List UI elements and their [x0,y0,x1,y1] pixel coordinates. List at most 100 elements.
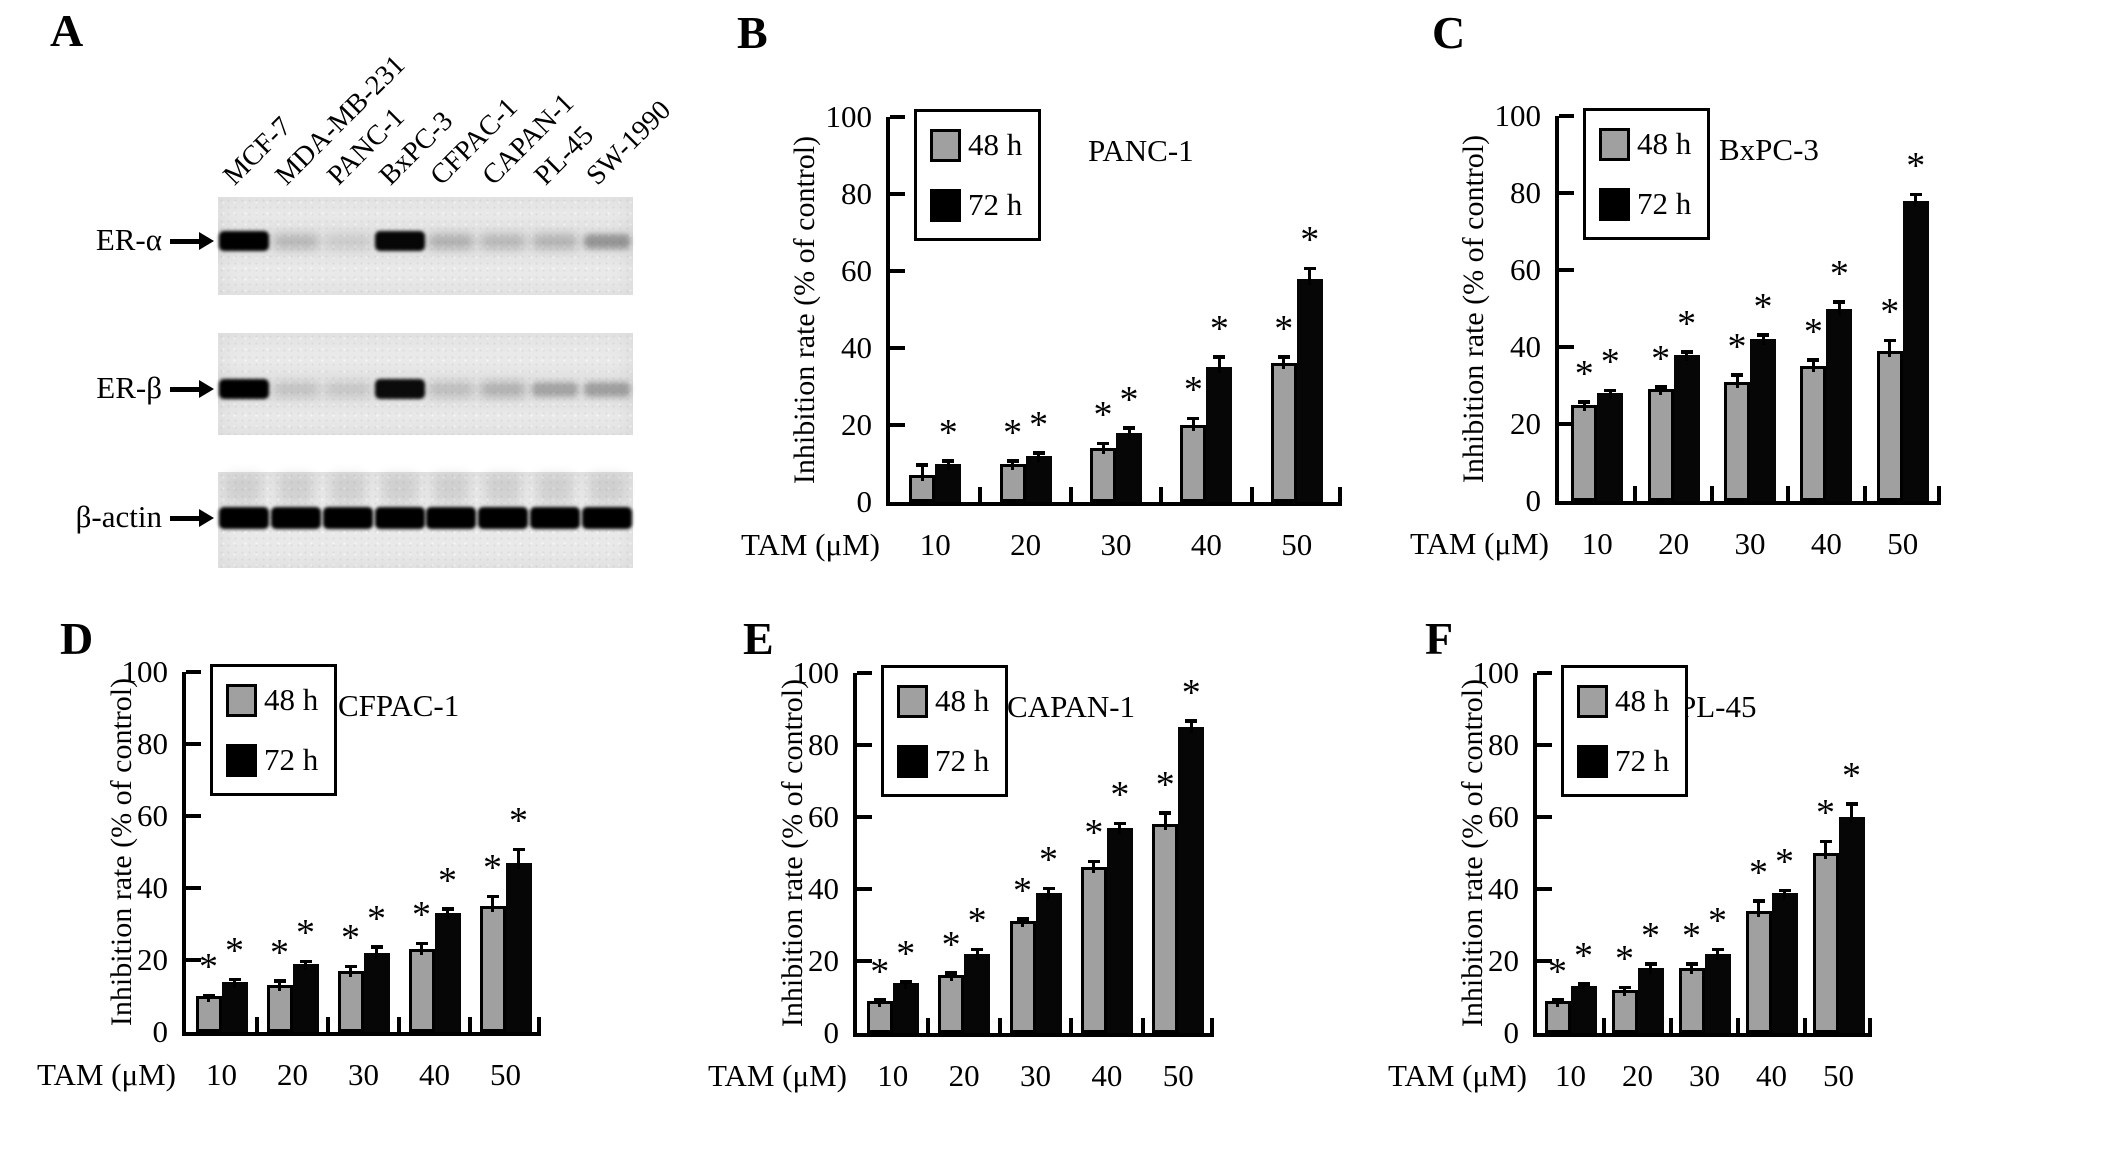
error-bar-cap [916,463,929,467]
legend-swatch-72h-icon [930,188,961,222]
gel-band-row1-mcf-7 [218,231,269,251]
y-tick-label-100: 100 [1472,655,1520,690]
error-bar-cap [1833,300,1846,304]
significance-asterisk: * [199,946,218,989]
bar-48h-tam50 [1270,363,1297,502]
panel-d-letter: D [60,613,94,664]
bar-48h-tam20 [266,985,293,1032]
legend-label-48h: 48 h [968,127,1023,162]
significance-asterisk: * [1641,914,1660,957]
error-bar-cap [415,941,428,945]
x-tick-60 [1069,1018,1074,1033]
error-bar-cap [1006,459,1019,463]
chart-title: CFPAC-1 [338,688,460,723]
gel-band-row3-bxpc-3 [374,507,425,529]
error-bar-stem [949,971,953,982]
error-bar-cap [228,977,241,981]
gel-band-row2-panc-1 [325,381,370,397]
y-tick-20 [1559,422,1574,426]
error-bar-cap [1807,358,1820,362]
chart-title: CAPAN-1 [1007,689,1136,724]
bar-72h-tam10 [1570,986,1597,1033]
significance-asterisk: * [438,859,457,902]
significance-asterisk: * [941,923,961,966]
error-bar-cap [1819,839,1832,844]
y-tick-label-40: 40 [841,330,872,365]
error-bar-cap [1087,859,1100,864]
gel-band-smear [329,474,366,504]
x-tick-40 [1669,1018,1673,1033]
x-tick-100 [1868,1018,1872,1033]
y-tick-label-60: 60 [841,253,872,288]
bar-48h-tam30 [337,970,364,1032]
bar-48h-tam40 [1800,366,1827,501]
legend-swatch-72h-icon [226,743,257,777]
significance-asterisk: * [1906,145,1926,187]
y-tick-40 [890,346,905,350]
significance-asterisk: * [870,950,890,993]
band-arrow-head [199,509,214,527]
x-tick-20 [255,1017,259,1032]
x-category-label-10: 10 [877,1058,909,1093]
significance-asterisk: * [1093,394,1113,437]
legend-swatch-48h-icon [930,128,961,162]
error-bar-cap [1757,333,1769,337]
gel-band-row3-mda-mb-231 [270,507,321,529]
error-bar-stem [1118,822,1122,834]
bar-48h-tam40 [408,949,435,1032]
legend-label-72h: 72 h [968,187,1023,222]
error-bar-stem [1690,962,1693,975]
y-tick-label-60: 60 [1488,799,1519,834]
bar-72h-tam50 [1902,200,1929,501]
bar-48h-tam20 [1647,389,1674,501]
error-bar-stem [1757,899,1760,917]
legend-label-48h: 48 h [1637,126,1692,161]
error-bar-cap [202,993,215,998]
x-category-label-30: 30 [348,1057,379,1092]
legend-entry-48h: 48 h [897,683,989,719]
legend: 48 h 72 h [1583,108,1711,240]
error-bar-stem [1824,840,1827,859]
band-arrow-shaft [170,516,200,521]
y-tick-80 [890,192,905,196]
x-category-label-20: 20 [1622,1058,1653,1093]
error-bar-cap [1016,917,1029,921]
error-bar-cap [273,979,286,983]
significance-asterisk: * [1651,337,1671,380]
gel-band-smear [225,474,262,504]
error-bar-stem [1783,889,1786,899]
panel-b-letter: B [737,7,768,58]
bar-72h-tam20 [1637,968,1664,1033]
x-tick-80 [468,1017,472,1032]
y-tick-label-40: 40 [137,870,168,905]
gel-band-row2-sw-1990 [584,381,631,397]
y-tick-label-100: 100 [1494,98,1542,133]
x-category-label-40: 40 [419,1057,450,1092]
y-tick-40 [1559,345,1574,349]
bar-72h-tam50 [1178,727,1205,1033]
x-tick-100 [1210,1018,1214,1033]
bar-72h-tam20 [1673,354,1700,501]
y-tick-20 [1537,959,1552,963]
bar-72h-tam10 [1597,393,1624,501]
error-bar-cap [899,980,912,984]
error-bar-stem [946,459,950,470]
y-tick-label-20: 20 [808,943,839,978]
significance-asterisk: * [1615,938,1634,981]
gel-band-row1-panc-1 [325,233,370,249]
error-bar-stem [1047,887,1050,899]
legend-label-72h: 72 h [264,742,319,777]
y-tick-20 [186,958,201,962]
error-bar-cap [942,459,955,463]
y-tick-label-0: 0 [823,1015,840,1050]
y-tick-100 [1537,671,1552,675]
error-bar-stem [1127,426,1131,439]
error-bar-stem [1163,811,1167,831]
legend: 48 h 72 h [881,665,1009,797]
significance-asterisk: * [1155,763,1175,806]
significance-asterisk: * [412,894,431,936]
significance-asterisk: * [1209,307,1229,350]
error-bar-stem [207,994,210,1002]
gel-band-row1-sw-1990 [584,233,631,249]
x-category-label-50: 50 [1887,526,1919,561]
